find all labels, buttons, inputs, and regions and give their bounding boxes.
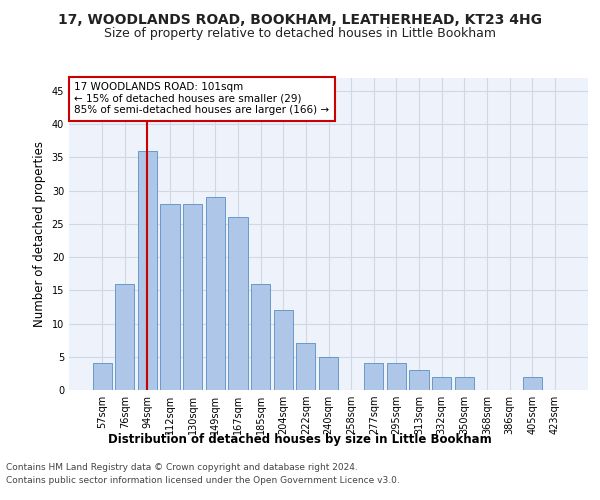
Bar xyxy=(92,364,112,390)
Text: Size of property relative to detached houses in Little Bookham: Size of property relative to detached ho… xyxy=(104,28,496,40)
Bar xyxy=(251,284,270,390)
Bar xyxy=(229,217,248,390)
Text: 17, WOODLANDS ROAD, BOOKHAM, LEATHERHEAD, KT23 4HG: 17, WOODLANDS ROAD, BOOKHAM, LEATHERHEAD… xyxy=(58,12,542,26)
Bar xyxy=(364,364,383,390)
Bar xyxy=(183,204,202,390)
Bar xyxy=(115,284,134,390)
Text: Contains public sector information licensed under the Open Government Licence v3: Contains public sector information licen… xyxy=(6,476,400,485)
Bar xyxy=(387,364,406,390)
Bar xyxy=(160,204,180,390)
Bar xyxy=(319,357,338,390)
Bar xyxy=(455,376,474,390)
Y-axis label: Number of detached properties: Number of detached properties xyxy=(33,141,46,327)
Bar xyxy=(206,197,225,390)
Bar xyxy=(296,344,316,390)
Bar xyxy=(274,310,293,390)
Bar xyxy=(138,150,157,390)
Bar xyxy=(523,376,542,390)
Text: Contains HM Land Registry data © Crown copyright and database right 2024.: Contains HM Land Registry data © Crown c… xyxy=(6,462,358,471)
Text: 17 WOODLANDS ROAD: 101sqm
← 15% of detached houses are smaller (29)
85% of semi-: 17 WOODLANDS ROAD: 101sqm ← 15% of detac… xyxy=(74,82,329,116)
Text: Distribution of detached houses by size in Little Bookham: Distribution of detached houses by size … xyxy=(108,432,492,446)
Bar xyxy=(409,370,428,390)
Bar xyxy=(432,376,451,390)
